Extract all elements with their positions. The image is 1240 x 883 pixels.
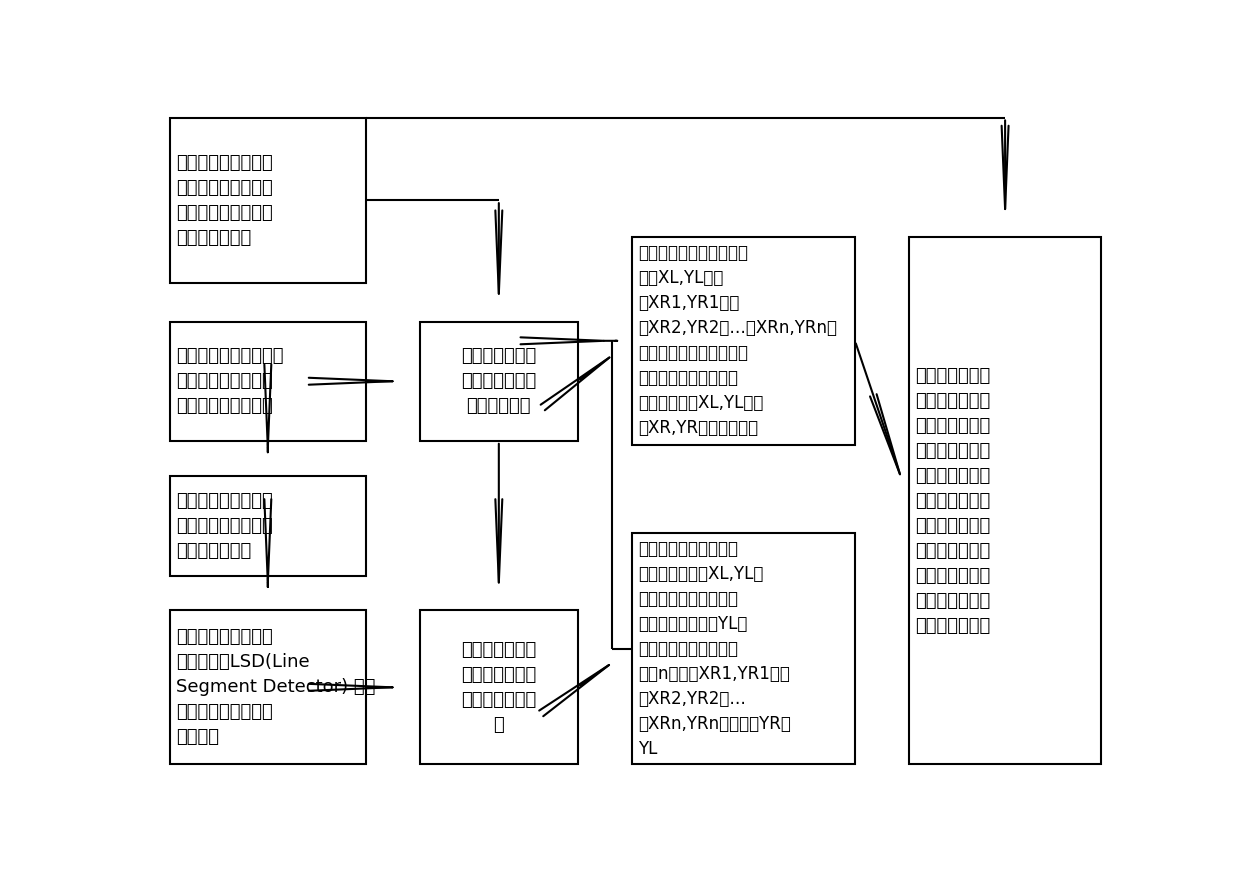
FancyBboxPatch shape (420, 321, 578, 441)
Text: 遍历左像的像素，当遇
到线特征像素（XL,YL）
时，以此为参考，在右
像中，沿相同坐标YL扫
描线搜寻线特征像素，
得到n个解（XR1,YR1）、
（XR2,: 遍历左像的像素，当遇 到线特征像素（XL,YL） 时，以此为参考，在右 像中，沿… (637, 540, 791, 758)
FancyBboxPatch shape (420, 610, 578, 765)
FancyBboxPatch shape (170, 117, 366, 283)
FancyBboxPatch shape (909, 237, 1101, 765)
FancyBboxPatch shape (170, 476, 366, 576)
Text: 使用拉普拉斯算子处
理图像，获得左右两
幅二值轮廓图像: 使用拉普拉斯算子处 理图像，获得左右两 幅二值轮廓图像 (176, 492, 273, 560)
Text: 利用标定参数和
匹配像素对进行
三角测量，获得
线特征点的三维
坐标。根据线段
二值图像的线段
分布，得到三维
线方程，对相邻
两条线求三维空
间距离，获得输
: 利用标定参数和 匹配像素对进行 三角测量，获得 线特征点的三维 坐标。根据线段 … (915, 366, 991, 635)
Text: 在校正的原立体图像中，
以（XL,YL）和
（XR1,YR1）、
（XR2,YR2）…（XRn,YRn）
为中心，提取窗口像素，
进行左右相关性匹配，
找到最优: 在校正的原立体图像中， 以（XL,YL）和 （XR1,YR1）、 （XR2,YR… (637, 245, 837, 437)
FancyBboxPatch shape (170, 321, 366, 441)
Text: 对二值轮廓图像使用
霍夫变换或LSD(Line
Segment Detector) 算法
处理，得到分段线段
二值图像: 对二值轮廓图像使用 霍夫变换或LSD(Line Segment Detector… (176, 629, 376, 746)
FancyBboxPatch shape (631, 533, 854, 765)
Text: 使用标定参数，
对左右原始图像
进行几何校正: 使用标定参数， 对左右原始图像 进行几何校正 (461, 347, 537, 415)
Text: 无人机搭载双目系统，
靠近输电线飞行，采
集左右立体彩色图像: 无人机搭载双目系统， 靠近输电线飞行，采 集左右立体彩色图像 (176, 347, 283, 415)
Text: 地面双目相机标定，
获得立体标定参数，
包括基线长度、图像
主距、畸变参数: 地面双目相机标定， 获得立体标定参数， 包括基线长度、图像 主距、畸变参数 (176, 154, 273, 246)
FancyBboxPatch shape (631, 237, 854, 445)
FancyBboxPatch shape (170, 610, 366, 765)
Text: 使用标定参数，
对左右分段线段
图像进行几何校
正: 使用标定参数， 对左右分段线段 图像进行几何校 正 (461, 641, 537, 734)
